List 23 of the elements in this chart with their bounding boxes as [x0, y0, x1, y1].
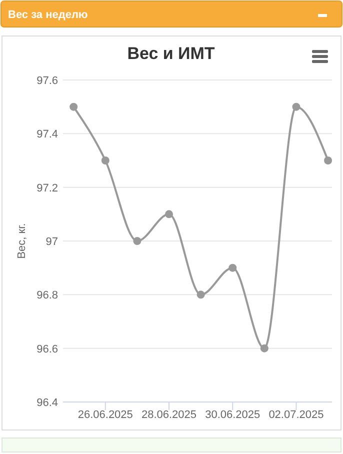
point	[260, 344, 268, 352]
y-tick-label: 97.2	[36, 182, 58, 194]
y-tick-label: 96.6	[36, 343, 58, 356]
point	[196, 290, 205, 299]
y-tick-label: 97.6	[36, 75, 58, 87]
y-axis-title: Вес, кг.	[16, 223, 28, 259]
y-tick-label: 96.4	[36, 397, 58, 409]
x-tick-label: 26.06.2025	[78, 409, 133, 421]
x-tick-label: 30.06.2025	[205, 409, 260, 421]
y-tick-label: 97.4	[36, 128, 58, 141]
point	[70, 102, 78, 111]
y-tick-label: 97	[46, 236, 58, 248]
x-tick-label: 02.07.2025	[268, 409, 324, 421]
point	[324, 156, 332, 164]
point	[101, 156, 110, 164]
y-tick-label: 96.8	[36, 290, 58, 302]
x-tick-label: 28.06.2025	[141, 409, 197, 421]
point	[133, 237, 142, 245]
text: Вес за неделю	[8, 9, 88, 21]
point	[228, 264, 237, 272]
chart-title: Вес и ИМТ	[127, 44, 216, 63]
point	[165, 210, 174, 218]
point	[292, 102, 300, 111]
